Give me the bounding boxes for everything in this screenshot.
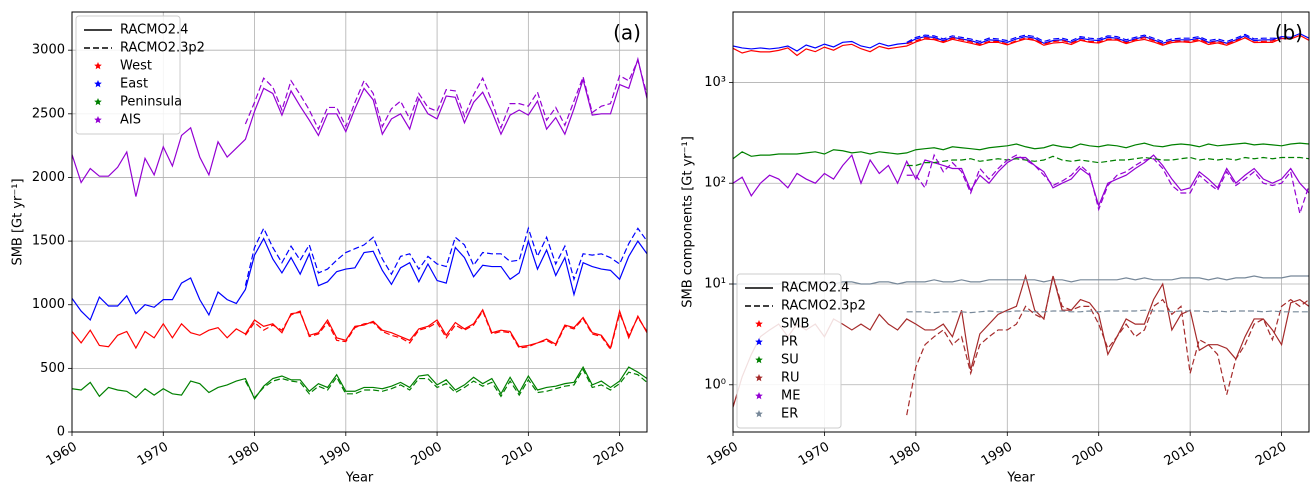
panel-label: (a) — [613, 21, 641, 45]
x-tick-label: 2010 — [500, 440, 536, 470]
x-tick-label: 1990 — [317, 440, 353, 470]
legend-label: ER — [781, 407, 798, 422]
series-line — [906, 36, 1282, 46]
y-tick-label: 10¹ — [704, 277, 726, 292]
y-tick-label: 10⁰ — [704, 377, 726, 392]
series-line — [244, 58, 647, 131]
x-tick-label: 1960 — [44, 440, 80, 470]
series-line — [906, 309, 1309, 314]
y-tick-label: 2500 — [32, 106, 65, 121]
y-tick-label: 1000 — [32, 297, 65, 312]
series-line — [733, 142, 1309, 160]
x-tick-label: 2000 — [1070, 440, 1106, 470]
x-tick-label: 1960 — [705, 440, 741, 470]
series-line — [244, 226, 647, 286]
legend-label: RACMO2.4 — [120, 23, 188, 38]
x-tick-label: 2000 — [409, 440, 445, 470]
series-line — [72, 56, 647, 197]
y-tick-label: 500 — [40, 361, 65, 376]
legend-label: RACMO2.4 — [781, 281, 849, 296]
y-tick-label: 2000 — [32, 170, 65, 185]
series-line — [72, 365, 647, 401]
legend-label: ME — [781, 389, 800, 404]
series-line — [906, 153, 1309, 216]
legend-marker — [755, 374, 763, 382]
y-tick-label: 10² — [704, 176, 726, 191]
legend-label: East — [120, 77, 148, 92]
x-tick-label: 1980 — [887, 440, 923, 470]
legend-label: PR — [781, 335, 798, 350]
x-tick-label: 2020 — [1253, 440, 1289, 470]
y-tick-label: 3000 — [32, 43, 65, 58]
legend-marker — [755, 320, 763, 328]
legend-marker — [94, 116, 102, 124]
x-tick-label: 1990 — [979, 440, 1015, 470]
legend-marker — [94, 80, 102, 88]
legend-label: RACMO2.3p2 — [120, 41, 205, 56]
series-line — [733, 34, 1309, 57]
legend-label: SMB — [781, 317, 809, 332]
y-tick-label: 0 — [57, 425, 65, 440]
legend-label: RACMO2.3p2 — [781, 299, 866, 314]
legend-box — [736, 273, 842, 429]
legend-label: AIS — [120, 113, 141, 128]
x-tick-label: 1980 — [226, 440, 262, 470]
legend-box — [75, 15, 181, 135]
series-line — [906, 275, 1309, 416]
y-axis-label: SMB components [Gt yr⁻¹] — [681, 136, 696, 308]
series-line — [733, 32, 1309, 52]
y-tick-label: 1500 — [32, 234, 65, 249]
plot-frame — [71, 11, 648, 433]
legend-marker — [94, 98, 102, 106]
plot-frame — [732, 11, 1310, 433]
x-tick-label: 1970 — [796, 440, 832, 470]
panel-label: (b) — [1275, 21, 1303, 45]
legend-label: RU — [781, 371, 800, 386]
legend-label: West — [120, 59, 152, 74]
y-tick-label: 10³ — [704, 75, 726, 90]
x-tick-label: 1970 — [135, 440, 171, 470]
series-line — [72, 308, 647, 350]
legend-marker — [755, 356, 763, 364]
series-line — [244, 309, 647, 351]
legend-marker — [755, 410, 763, 418]
series-line — [906, 33, 1282, 43]
x-tick-label: 2010 — [1162, 440, 1198, 470]
series-line — [72, 237, 647, 322]
y-axis-label: SMB [Gt yr⁻¹] — [11, 178, 26, 265]
series-line — [906, 155, 1309, 167]
series-line — [244, 368, 647, 399]
legend-label: Peninsula — [120, 95, 182, 110]
legend-marker — [755, 392, 763, 400]
legend-marker — [755, 338, 763, 346]
x-axis-label: Year — [345, 471, 374, 486]
x-tick-label: 2020 — [591, 440, 627, 470]
legend-label: SU — [781, 353, 799, 368]
x-axis-label: Year — [1006, 471, 1035, 486]
legend-marker — [94, 62, 102, 70]
